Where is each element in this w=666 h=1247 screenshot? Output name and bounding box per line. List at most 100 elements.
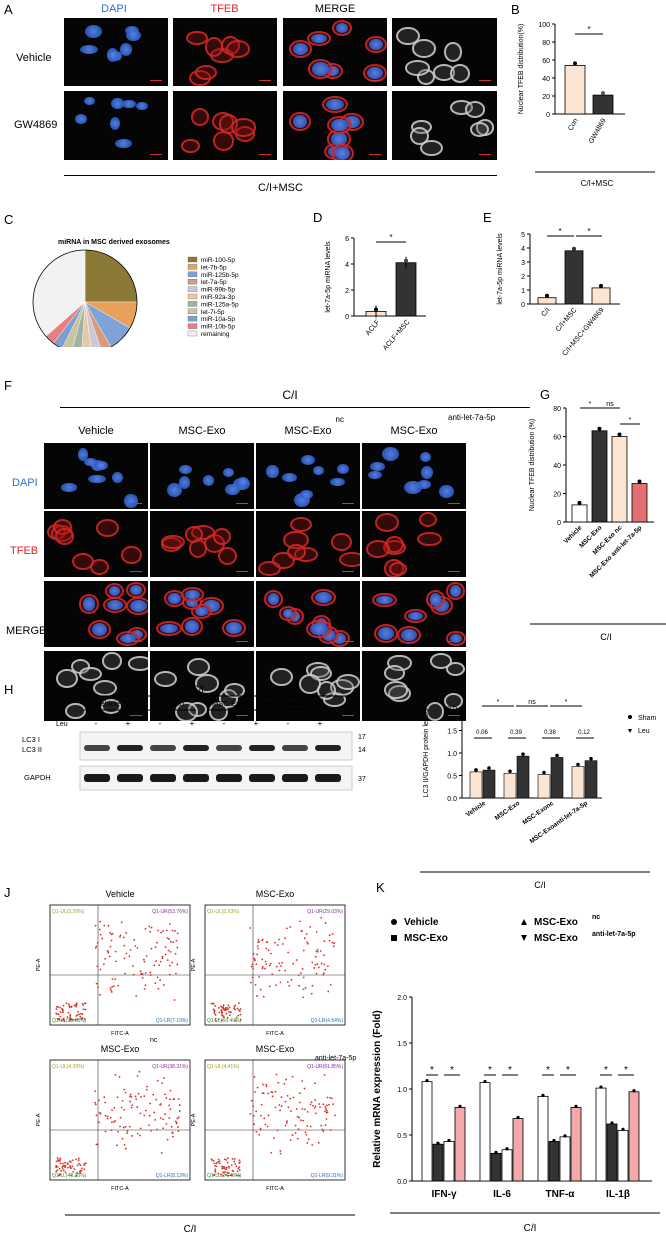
panel-j-event bbox=[156, 1128, 158, 1131]
panel-j-event bbox=[64, 1161, 66, 1164]
panel-i-sig: * bbox=[565, 699, 568, 706]
panel-j-event bbox=[59, 1015, 62, 1018]
panel-j-event bbox=[124, 1125, 127, 1128]
panel-j-event bbox=[235, 1174, 238, 1177]
panel-j-event bbox=[270, 1091, 273, 1094]
panel-j-event bbox=[145, 955, 148, 957]
panel-j-event bbox=[162, 1127, 165, 1130]
cell-nucleus bbox=[450, 634, 463, 643]
panel-j-yaxis: PE-A bbox=[36, 1113, 42, 1126]
panel-j-event bbox=[67, 1166, 69, 1169]
cell-nucleus bbox=[266, 464, 280, 479]
panel-j-event bbox=[323, 963, 326, 966]
panel-j-event bbox=[302, 1119, 305, 1122]
panel-j-event bbox=[254, 959, 256, 962]
panel-j-event bbox=[218, 1011, 221, 1014]
panel-j-event bbox=[295, 959, 298, 961]
panel-j-event bbox=[58, 1167, 61, 1170]
panel-j-event bbox=[213, 1012, 216, 1015]
panel-j-event bbox=[239, 1008, 242, 1010]
panel-k-bar bbox=[595, 1087, 607, 1182]
panel-a-gray-vehicle-image bbox=[392, 18, 497, 86]
panel-j-event bbox=[172, 1135, 174, 1138]
panel-j-event bbox=[214, 1014, 217, 1016]
panel-j-event bbox=[66, 1016, 69, 1019]
panel-j-event bbox=[299, 920, 301, 923]
panel-j-event bbox=[238, 1010, 241, 1012]
panel-j-event bbox=[228, 1011, 230, 1013]
panel-j-event bbox=[250, 981, 252, 984]
panel-j-event bbox=[266, 1125, 269, 1128]
panel-j-event bbox=[325, 1118, 328, 1120]
panel-j-event bbox=[233, 1005, 236, 1008]
panel-j-event bbox=[279, 1150, 282, 1152]
cell-cytoplasm bbox=[194, 674, 220, 693]
panel-j-event bbox=[309, 925, 312, 928]
panel-j-event bbox=[267, 1114, 270, 1117]
panel-j-event bbox=[276, 1129, 279, 1132]
panel-j-event bbox=[304, 1131, 307, 1134]
panel-j-event bbox=[305, 1133, 308, 1136]
panel-j-event bbox=[332, 1103, 335, 1106]
panel-e-y-tick-label: 3 bbox=[521, 260, 525, 267]
panel-j-event bbox=[305, 933, 308, 935]
panel-k-point bbox=[621, 1127, 625, 1131]
panel-i-pvalue: 0.38 bbox=[544, 730, 556, 736]
cell-nucleus bbox=[184, 590, 201, 600]
panel-j-event bbox=[251, 963, 254, 966]
panel-j-event bbox=[75, 1174, 78, 1177]
panel-j-event bbox=[249, 927, 252, 929]
panel-j-event bbox=[162, 984, 165, 986]
panel-j-event bbox=[238, 1166, 241, 1169]
panel-j-event bbox=[81, 1002, 84, 1005]
panel-g-y-tick-label: 40 bbox=[553, 463, 561, 470]
cell-cytoplasm bbox=[286, 543, 306, 561]
panel-j-event bbox=[168, 938, 171, 941]
panel-j-event bbox=[81, 1167, 83, 1170]
panel-c-legend-swatch bbox=[187, 293, 198, 300]
panel-c-legend-label: miR-10b-5p bbox=[201, 324, 235, 331]
panel-j-event bbox=[322, 972, 325, 975]
panel-j-event bbox=[217, 1172, 220, 1175]
panel-c-legend-label: remaining bbox=[201, 331, 230, 338]
panel-i-bar bbox=[537, 774, 551, 799]
panel-j-event bbox=[317, 966, 320, 969]
panel-j-event bbox=[80, 1169, 83, 1172]
panel-j-event bbox=[213, 1010, 216, 1012]
panel-f-tfeb-vehicle-image bbox=[44, 511, 148, 577]
panel-c-legend-swatch bbox=[187, 264, 198, 270]
panel-j-letter: J bbox=[4, 885, 11, 900]
panel-j-event bbox=[103, 1096, 106, 1099]
panel-f-letter: F bbox=[4, 378, 12, 393]
panel-e-y-tick-label: 5 bbox=[521, 232, 525, 239]
panel-h-lane-group: Vehicle bbox=[96, 699, 120, 708]
panel-h-lane-group: MSC-Exoanti-let-7a-5p bbox=[261, 702, 323, 708]
panel-j-event bbox=[252, 952, 255, 955]
panel-j-event bbox=[260, 1114, 262, 1117]
panel-j-event bbox=[78, 1157, 80, 1160]
panel-j-event bbox=[116, 1144, 118, 1147]
panel-j-event bbox=[268, 985, 271, 988]
panel-k-bar bbox=[454, 1106, 466, 1182]
panel-f-group-line bbox=[60, 407, 530, 408]
panel-k-point bbox=[516, 1115, 520, 1120]
panel-h-lane-group: MSC-Exo bbox=[152, 699, 184, 708]
panel-j-event bbox=[278, 962, 281, 965]
panel-j-event bbox=[210, 1002, 213, 1005]
panel-j-event bbox=[236, 1170, 239, 1173]
panel-j-yaxis: PE-A bbox=[191, 958, 197, 971]
panel-j-event bbox=[290, 1110, 292, 1113]
cell-nucleus bbox=[369, 462, 385, 471]
panel-j-event bbox=[314, 1099, 317, 1101]
panel-j-event bbox=[104, 1101, 107, 1104]
panel-j-event bbox=[319, 950, 322, 952]
panel-i-bar bbox=[469, 771, 483, 799]
panel-j-event bbox=[68, 1006, 71, 1009]
panel-j-event bbox=[298, 1101, 301, 1104]
panel-j-event bbox=[294, 1124, 297, 1127]
panel-d-y-tick-label: 0 bbox=[345, 314, 349, 321]
panel-i-point bbox=[474, 768, 478, 772]
panel-j-event bbox=[259, 1128, 262, 1131]
panel-j-event bbox=[311, 984, 314, 987]
panel-h-gapdh-band bbox=[117, 774, 143, 782]
